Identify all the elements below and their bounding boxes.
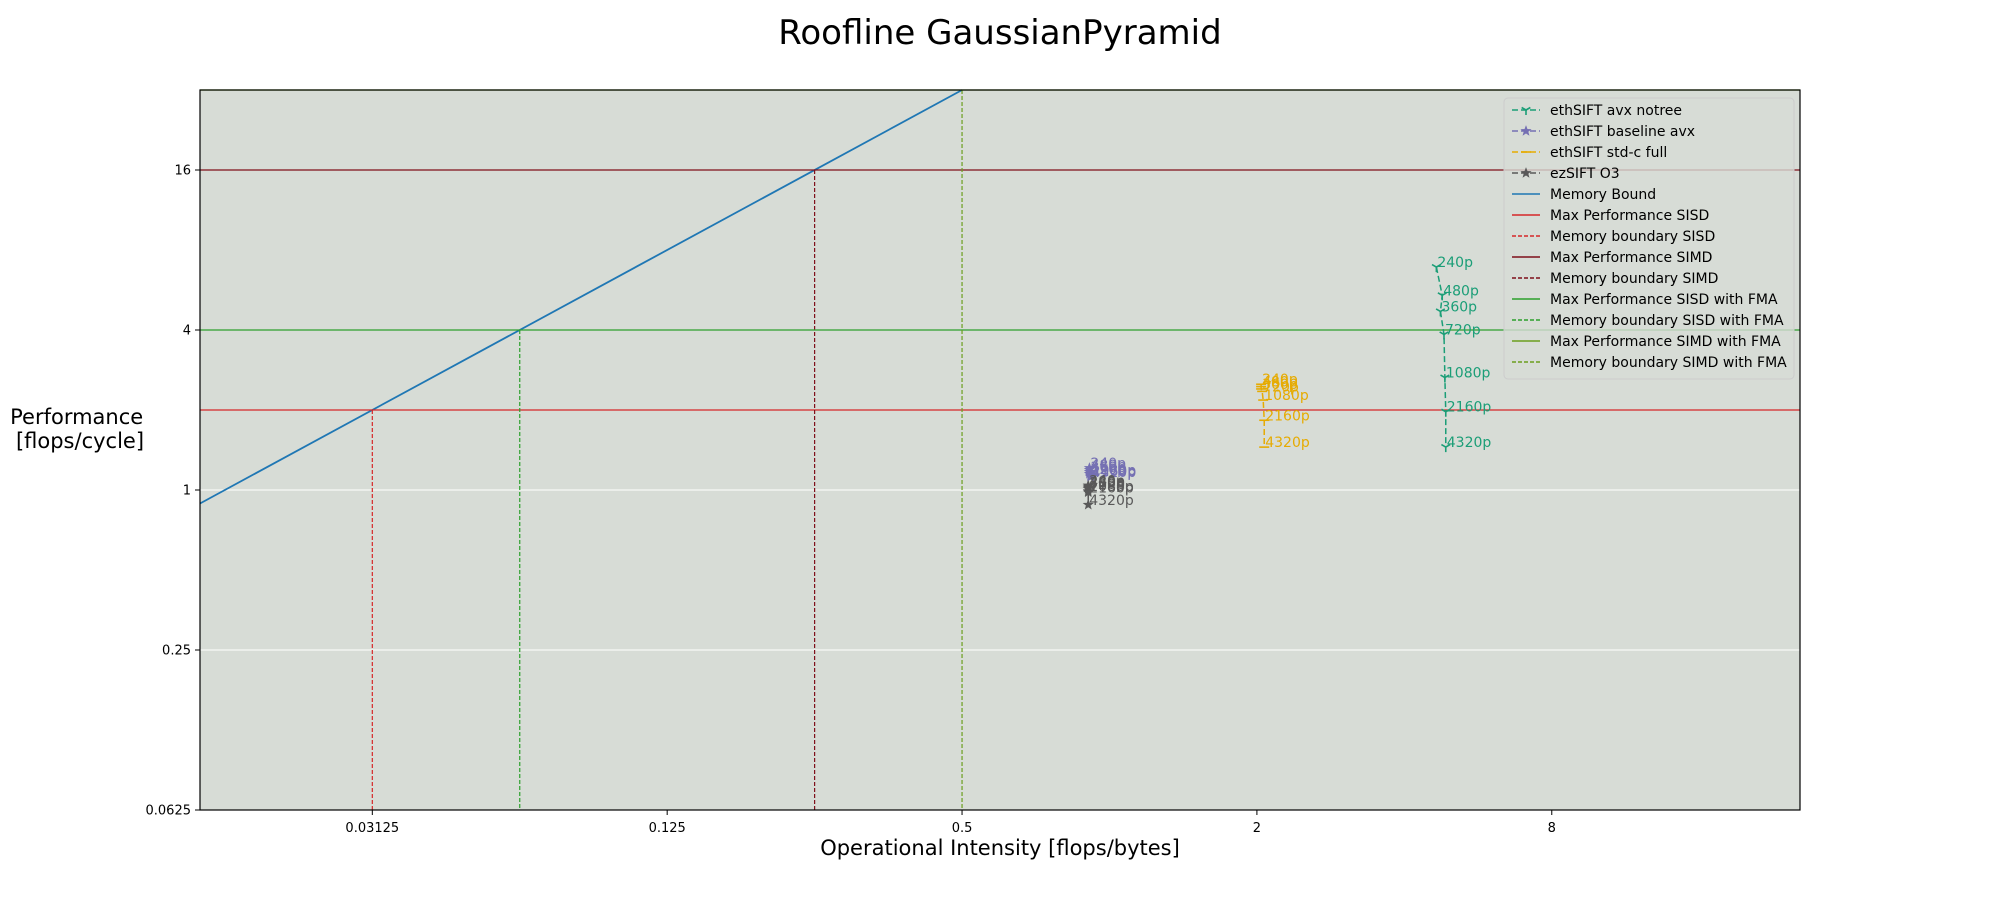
tri-marker [1435,308,1446,317]
y-axis-label-line-2: [flops/cycle] [16,429,144,453]
legend-label: Memory boundary SIMD [1550,271,1718,287]
legend: ethSIFT avx notree ethSIFT baseline avx et… [1503,97,1795,380]
tri-marker [1439,331,1449,340]
legend-label: ethSIFT avx notree [1550,103,1682,119]
point-label: 360p [1090,460,1126,476]
y-axis-label-line-1: Performance [10,405,143,429]
point-label: 720p [1263,379,1299,395]
point-label: 720p [1090,462,1126,478]
point-label: 240p [1262,372,1298,388]
legend-item: Memory boundary SISD [1512,229,1715,245]
legend-item: Memory boundary SIMD [1512,271,1718,287]
y-tick-label: 0.0625 [146,804,192,819]
star-marker [1085,471,1097,482]
point-label: 1080p [1446,366,1491,382]
x-tick-label: 0.03125 [345,821,399,836]
y-axis-label: Performance [flops/cycle] [10,405,150,453]
legend-label: Memory boundary SISD with FMA [1550,313,1784,329]
x-axis-label: Operational Intensity [flops/bytes] [820,836,1180,860]
star-marker [1082,498,1094,510]
legend-item: Max Performance SISD with FMA [1512,292,1778,308]
legend-item: ethSIFT avx notree [1512,103,1682,119]
plot-frame [199,89,1801,811]
y-tick-label: 0.25 [162,644,191,659]
legend-label: Max Performance SIMD with FMA [1550,334,1781,350]
point-label: 360p [1089,476,1125,492]
legend-item: Max Performance SIMD [1512,250,1712,266]
x-tick-label: 8 [1548,821,1556,836]
point-label: 360p [1441,299,1477,315]
y-tick-label: 4 [183,324,191,339]
data-series: 240p480p360p720p1080p2160p4320p240p480p3… [1082,255,1492,510]
legend-item: ethSIFT baseline avx [1512,124,1695,140]
legend-box [1503,97,1795,380]
legend-label: ethSIFT baseline avx [1550,124,1695,140]
point-label: 1080p [1089,479,1134,495]
point-label: 4320p [1447,435,1492,451]
legend-item: Memory Bound [1512,187,1656,203]
tri-marker [1441,408,1451,417]
point-label: 4320p [1265,435,1310,451]
x-tick-label: 0.5 [952,821,973,836]
star-marker [1082,486,1094,498]
legend-label: Memory boundary SIMD with FMA [1550,355,1787,371]
point-label: 4320p [1089,493,1134,509]
legend-item: Max Performance SISD [1512,208,1709,224]
tri-marker [1431,263,1442,273]
x-tick-label: 2 [1253,821,1261,836]
tri-marker [1521,106,1531,115]
y-tick-label: 16 [174,164,191,179]
legend-item: Memory boundary SIMD with FMA [1512,355,1787,371]
legend-label: Memory boundary SISD [1550,229,1715,245]
legend-label: Max Performance SISD with FMA [1550,292,1778,308]
point-label: 240p [1090,456,1126,472]
point-label: 2160p [1447,400,1492,416]
point-label: 720p [1089,477,1125,493]
legend-item: Max Performance SIMD with FMA [1512,334,1781,350]
axis-ticks: 0.0625 0.25 1 4 16 0.03125 0.125 0.5 2 8 [146,164,1556,837]
legend-item: ethSIFT std-c full [1512,145,1667,161]
tri-marker [1437,292,1447,301]
point-label: 480p [1089,475,1125,491]
legend-label: Max Performance SIMD [1550,250,1712,266]
tri-marker [1440,374,1450,383]
legend-label: Max Performance SISD [1550,208,1709,224]
legend-label: ethSIFT std-c full [1550,145,1667,161]
point-label: 2160p [1265,408,1310,424]
legend-label: ezSIFT O3 [1550,166,1620,182]
tri-marker [1441,443,1451,453]
point-label: 480p [1262,375,1298,391]
point-label: 480p [1443,283,1479,299]
y-tick-label: 1 [183,484,191,499]
memory-bound-line [199,89,963,505]
legend-item: Memory boundary SISD with FMA [1512,313,1784,329]
point-label: 480p [1090,458,1126,474]
legend-label: Memory Bound [1550,187,1656,203]
star-marker [1520,125,1532,136]
point-label: 1080p [1092,463,1137,479]
legend-item: ezSIFT O3 [1512,166,1620,182]
point-label: 2160p [1092,464,1137,480]
point-label: 240p [1437,255,1473,271]
point-label: 4320p [1092,465,1137,481]
star-marker [1520,167,1532,178]
point-label: 240p [1089,473,1125,489]
point-label: 360p [1262,377,1298,393]
point-label: 2160p [1089,480,1134,496]
x-tick-label: 0.125 [649,821,686,836]
point-label: 1080p [1264,388,1309,404]
chart-title: Roofline GaussianPyramid [778,13,1221,53]
point-label: 720p [1445,322,1481,338]
